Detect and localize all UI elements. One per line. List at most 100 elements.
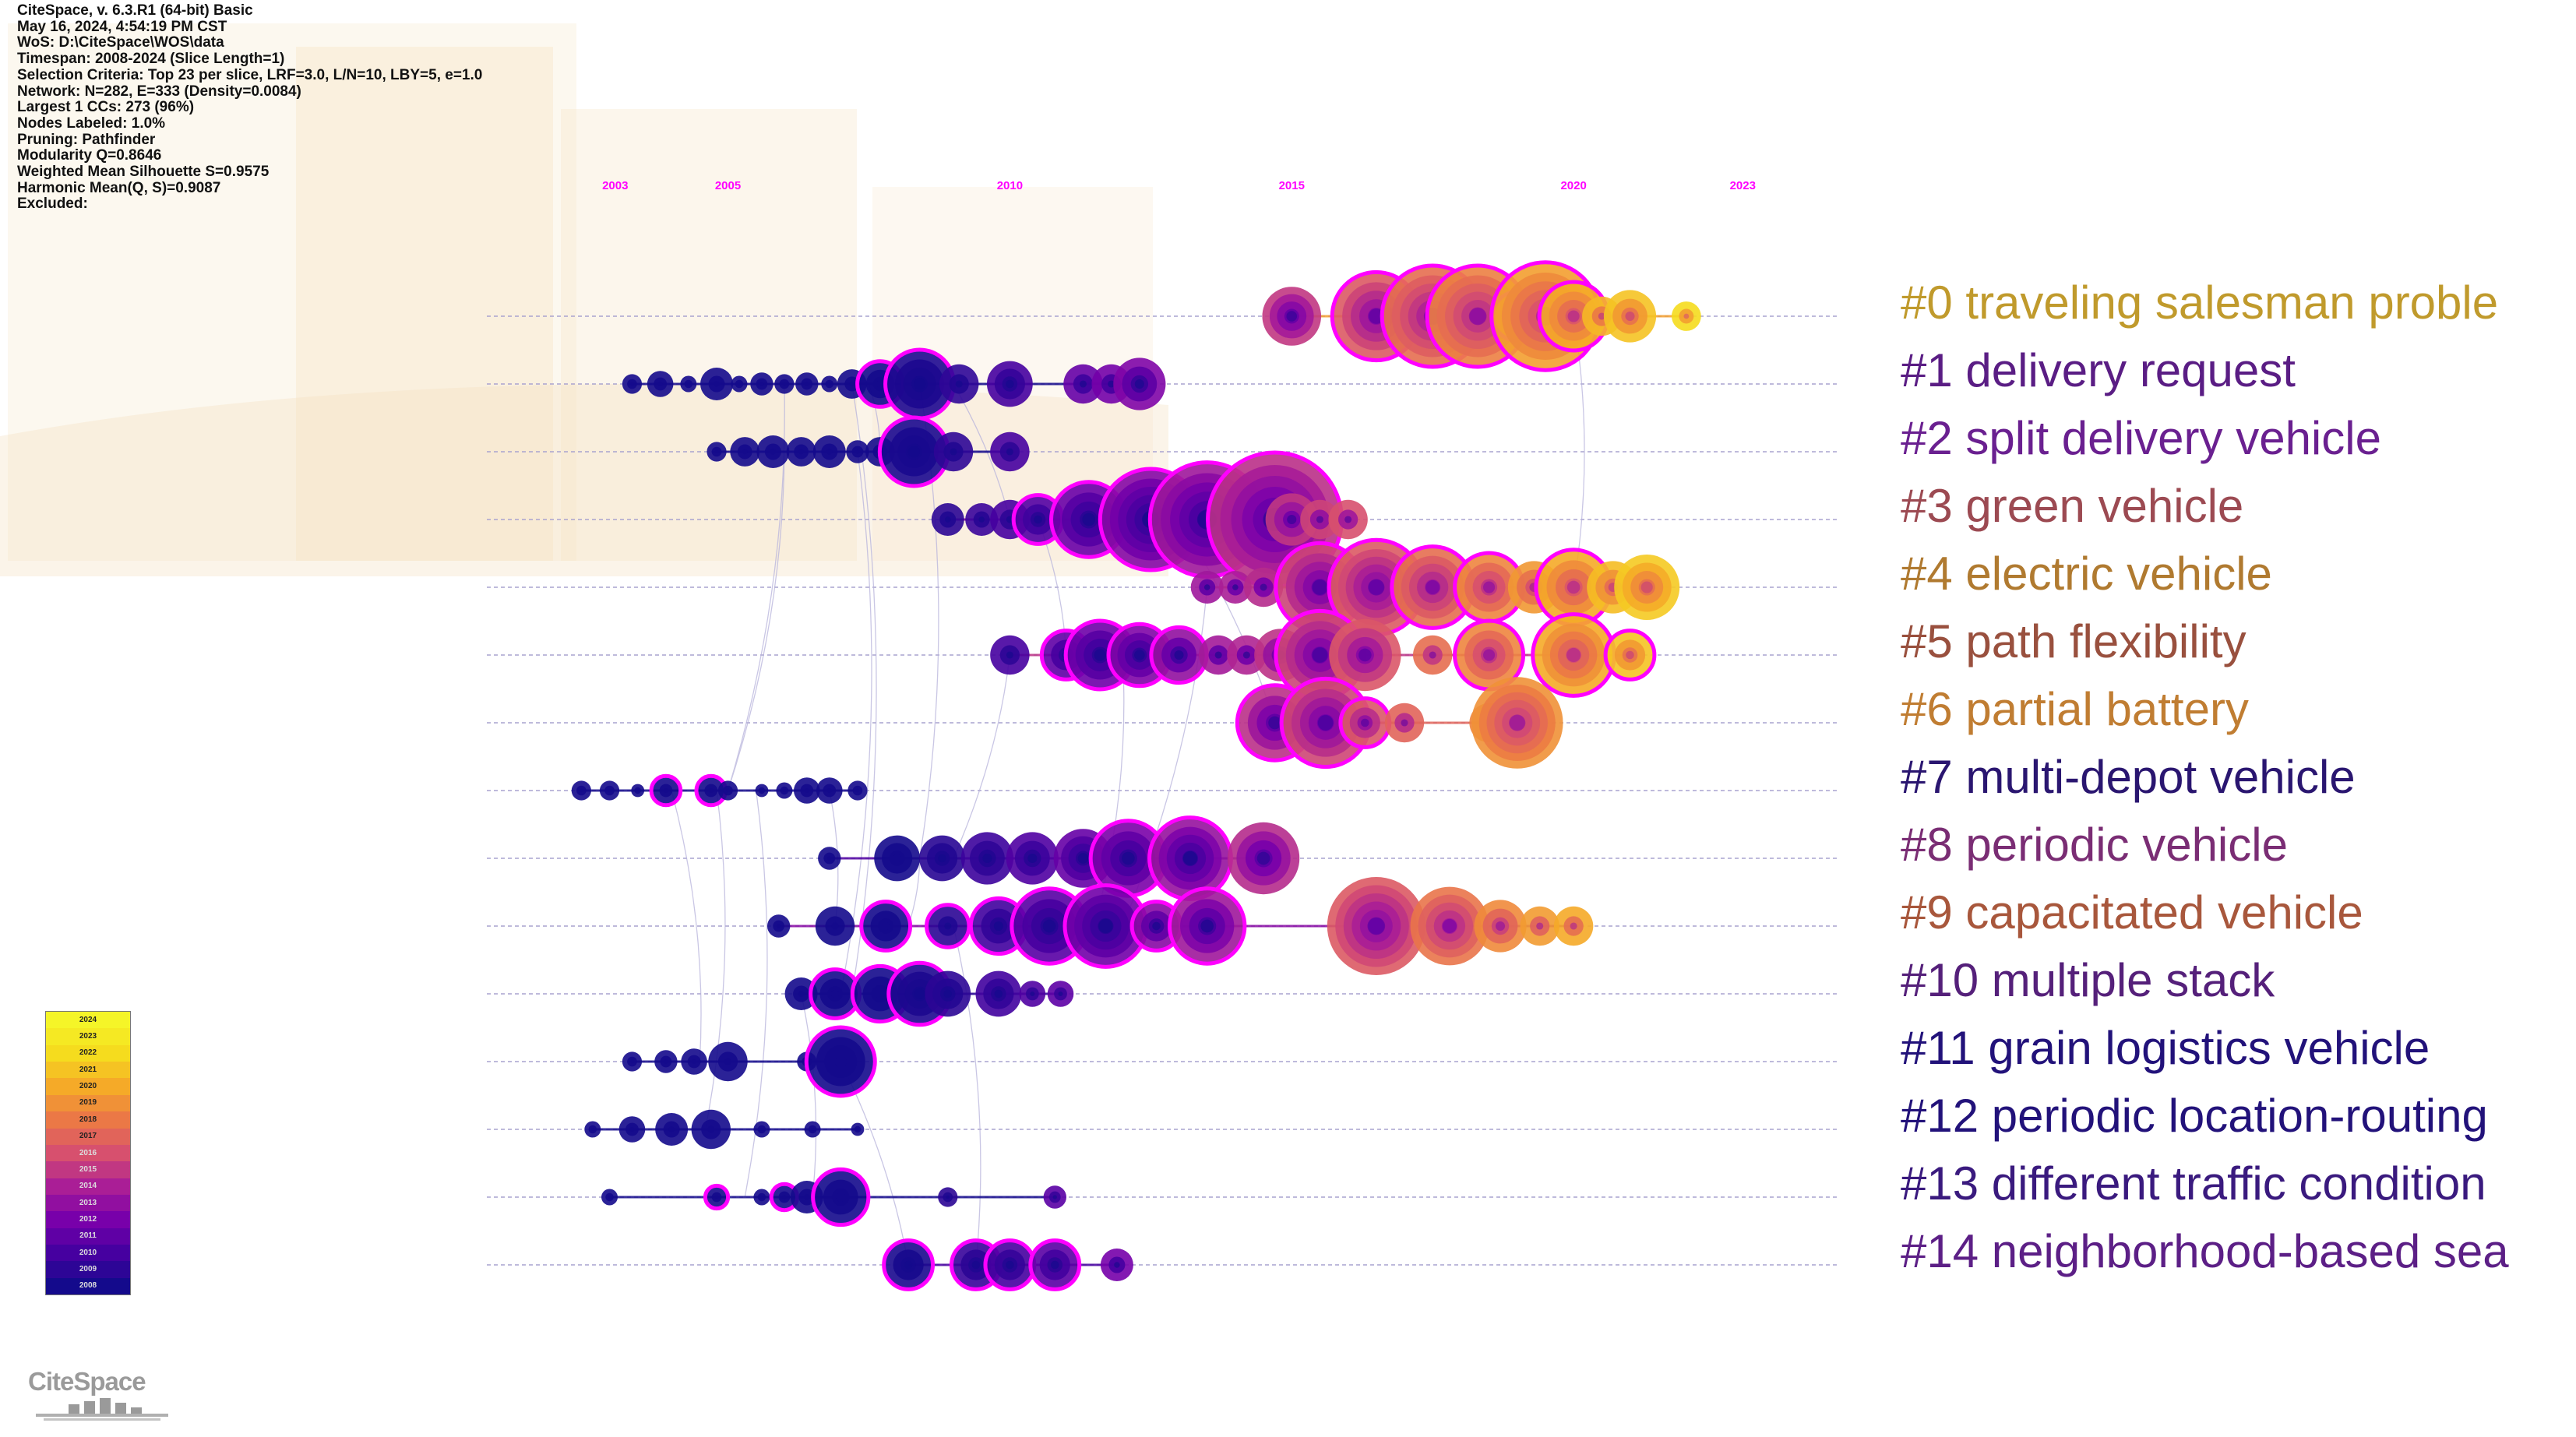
node-core [1312, 647, 1328, 663]
node-core [1050, 1260, 1059, 1270]
node-core [798, 449, 804, 455]
cluster-label: #2 split delivery vehicle [1901, 412, 2381, 464]
cluster-label: #12 periodic location-routing [1901, 1090, 2488, 1142]
node-core [881, 921, 890, 931]
legend-year-swatch: 2009 [46, 1261, 130, 1278]
node-core [1006, 516, 1013, 523]
info-line: Network: N=282, E=333 (Density=0.0084) [17, 83, 301, 100]
node-core [1042, 919, 1056, 933]
citation-link [851, 383, 877, 995]
node-centrality-halo [1167, 886, 1247, 966]
node-centrality-halo [859, 900, 913, 953]
legend-year-swatch: 2018 [46, 1111, 130, 1129]
node-core [724, 1058, 732, 1065]
citation-link [800, 993, 817, 1198]
node-core [1316, 516, 1323, 523]
citation-link [744, 790, 768, 1198]
node-core [855, 1128, 859, 1131]
node-core [714, 381, 720, 387]
cluster-11-nodes [622, 1025, 877, 1098]
node-core [1052, 1195, 1057, 1199]
cluster-label: #13 different traffic condition [1901, 1157, 2486, 1210]
node-core [1152, 921, 1161, 931]
legend-year-swatch: 2024 [46, 1012, 130, 1029]
legend-year-swatch: 2015 [46, 1161, 130, 1178]
node-core [1134, 650, 1145, 660]
node-core [1312, 579, 1328, 595]
node-core [1098, 918, 1113, 934]
node-core [1082, 512, 1096, 527]
node-core [1401, 719, 1408, 727]
node-core [849, 381, 855, 387]
node-core [804, 787, 809, 794]
node-core [1468, 307, 1487, 326]
node-centrality-halo [804, 1025, 877, 1098]
node-centrality-halo [703, 1183, 731, 1211]
node-core [1200, 919, 1214, 933]
cluster-10-nodes [784, 960, 1074, 1027]
node-core [636, 789, 640, 792]
node-core [1256, 851, 1270, 865]
node-core [938, 854, 946, 863]
node-core [1006, 448, 1013, 456]
node-core [1358, 648, 1372, 662]
node-core [726, 788, 730, 793]
node-core [1114, 1262, 1120, 1268]
citation-link [727, 451, 785, 791]
node-core [1625, 311, 1635, 322]
cluster-7-nodes [571, 773, 868, 808]
legend-year-swatch: 2020 [46, 1078, 130, 1095]
node-core [950, 448, 957, 456]
node-core [798, 991, 805, 997]
cluster-label-list: #0 traveling salesman proble #1 delivery … [1901, 269, 2576, 1285]
node-core [1034, 515, 1042, 524]
node-core [742, 449, 748, 455]
node-core [982, 853, 992, 864]
node-core [1683, 313, 1690, 319]
info-line: Harmonic Mean(Q, S)=0.9087 [17, 179, 221, 196]
node-core [708, 787, 714, 794]
node-core [668, 1126, 675, 1132]
node-core [608, 788, 611, 793]
node-core [805, 382, 809, 386]
cluster-label: #8 periodic vehicle [1901, 819, 2288, 871]
cluster-label: #9 capacitated vehicle [1901, 886, 2363, 939]
legend-year-swatch: 2008 [46, 1277, 130, 1295]
node-centrality-halo [882, 1238, 935, 1291]
node-core [1483, 649, 1496, 661]
info-line: Nodes Labeled: 1.0% [17, 114, 166, 132]
node-core [914, 378, 926, 390]
node-core [759, 789, 763, 792]
year-tick-label: 2003 [602, 179, 628, 192]
node-core [759, 382, 764, 386]
node-core [855, 449, 860, 454]
node-core [1232, 584, 1239, 590]
cluster-2-nodes [707, 415, 1030, 488]
node-core [1286, 311, 1298, 322]
node-core [914, 988, 925, 999]
node-core [1214, 651, 1222, 659]
node-core [1570, 922, 1577, 930]
node-core [1344, 516, 1352, 523]
year-tick-label: 2010 [997, 179, 1023, 192]
node-core [629, 1126, 635, 1132]
node-core [663, 787, 668, 794]
node-core [630, 1059, 634, 1064]
cluster-12-nodes [584, 1109, 865, 1150]
legend-year-swatch: 2023 [46, 1028, 130, 1045]
node-core [580, 788, 583, 793]
node-core [1442, 918, 1457, 934]
cluster-label: #1 delivery request [1901, 344, 2296, 396]
legend-year-swatch: 2011 [46, 1227, 130, 1245]
node-core [1027, 853, 1038, 864]
node-core [1425, 579, 1440, 595]
info-line: May 16, 2024, 4:54:19 PM CST [17, 18, 227, 35]
year-tick-label: 2020 [1560, 179, 1586, 192]
info-line: Timespan: 2008-2024 (Slice Length=1) [17, 51, 285, 68]
node-core [782, 382, 787, 386]
node-core [994, 989, 1003, 999]
node-core [1368, 579, 1385, 596]
node-core [1122, 851, 1135, 865]
node-core [1483, 581, 1496, 593]
citespace-logo: CiteSpace [22, 1367, 178, 1437]
